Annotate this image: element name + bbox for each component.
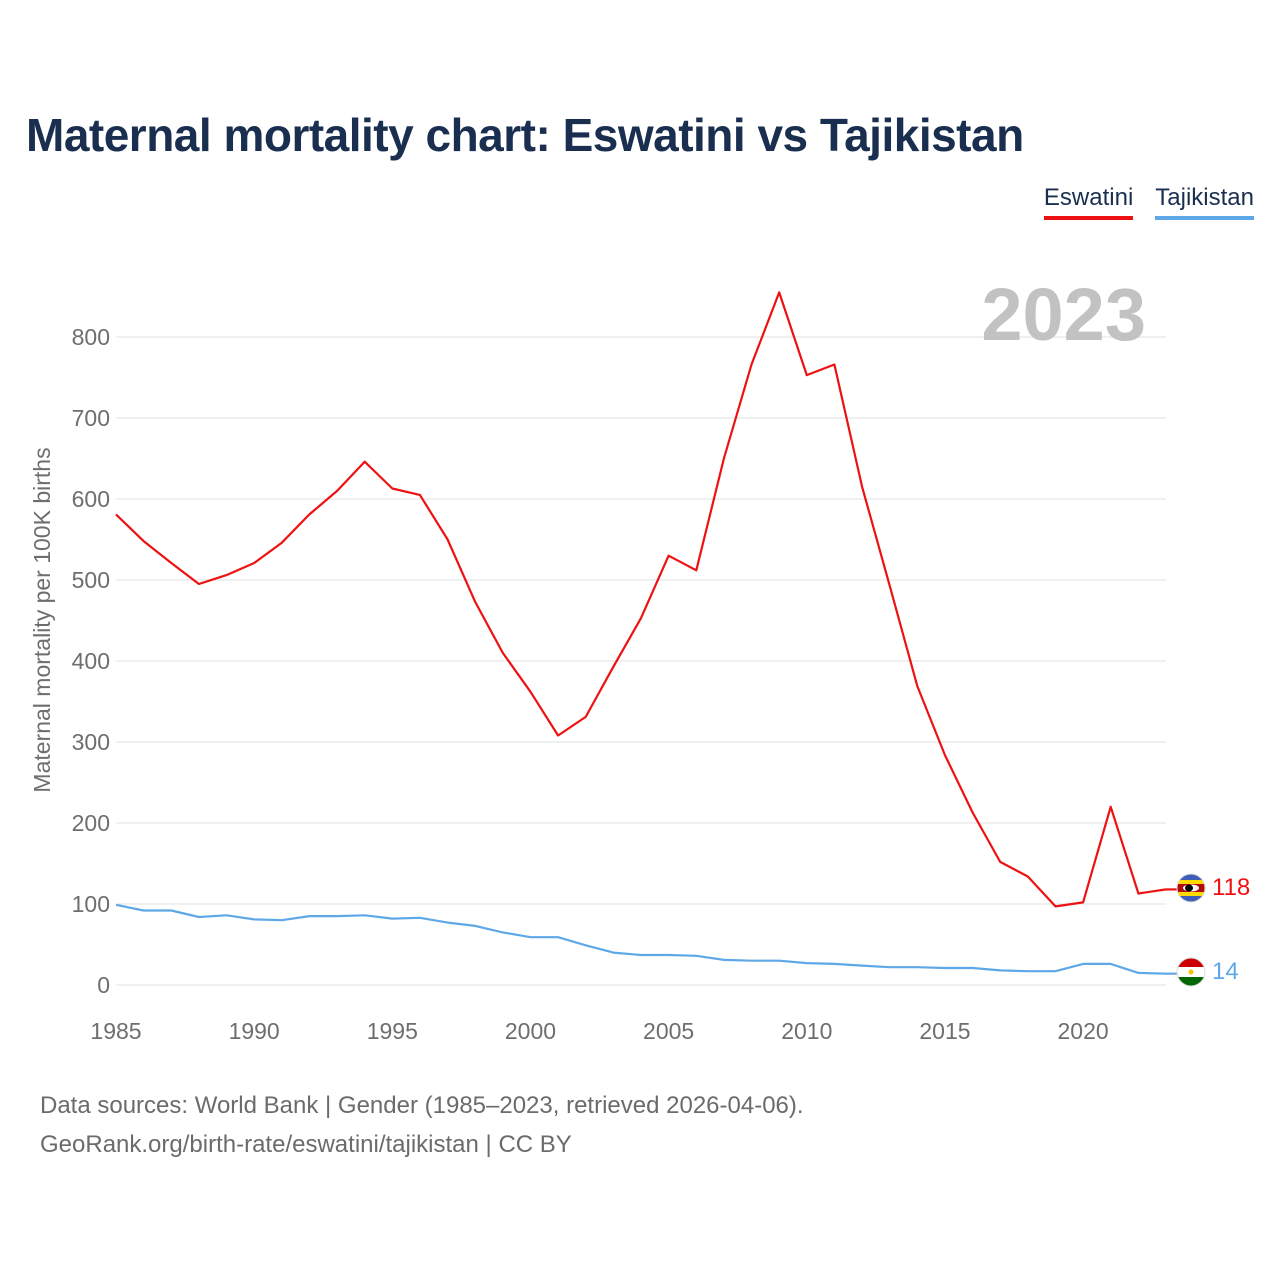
end-label-tajikistan: 14: [1212, 958, 1239, 985]
year-watermark: 2023: [981, 273, 1146, 356]
source-line-link[interactable]: GeoRank.org/birth-rate/eswatini/tajikist…: [40, 1131, 572, 1158]
y-tick-label: 300: [72, 729, 110, 755]
legend-item-tajikistan[interactable]: Tajikistan: [1155, 184, 1254, 220]
x-tick-label: 2020: [1058, 1018, 1109, 1044]
y-tick-label: 800: [72, 324, 110, 350]
legend: Eswatini Tajikistan: [1043, 184, 1254, 220]
x-tick-label: 2015: [919, 1018, 970, 1044]
y-tick-label: 200: [72, 810, 110, 836]
y-tick-label: 100: [72, 891, 110, 917]
y-tick-label: 600: [72, 486, 110, 512]
y-tick-label: 400: [72, 648, 110, 674]
series-line-tajikistan[interactable]: [115, 903, 1167, 975]
x-tick-label: 2005: [643, 1018, 694, 1044]
end-label-eswatini: 118: [1212, 874, 1250, 901]
y-tick-label: 700: [72, 405, 110, 431]
y-tick-label: 500: [72, 567, 110, 593]
source-line-data: Data sources: World Bank | Gender (1985–…: [40, 1092, 804, 1119]
y-tick-label: 0: [97, 972, 110, 998]
tajikistan-flag-icon: [1177, 958, 1205, 986]
chart-title: Maternal mortality chart: Eswatini vs Ta…: [26, 109, 1024, 161]
x-tick-label: 2010: [781, 1018, 832, 1044]
x-tick-label: 1995: [367, 1018, 418, 1044]
source-note: Data sources: World Bank | Gender (1985–…: [40, 1086, 804, 1164]
series-line-eswatini[interactable]: [115, 291, 1167, 908]
x-tick-label: 2000: [505, 1018, 556, 1044]
legend-item-eswatini[interactable]: Eswatini: [1043, 184, 1134, 220]
y-axis-label: Maternal mortality per 100K births: [29, 447, 55, 792]
x-tick-label: 1985: [90, 1018, 141, 1044]
x-tick-label: 1990: [229, 1018, 280, 1044]
eswatini-flag-icon: [1177, 874, 1205, 902]
